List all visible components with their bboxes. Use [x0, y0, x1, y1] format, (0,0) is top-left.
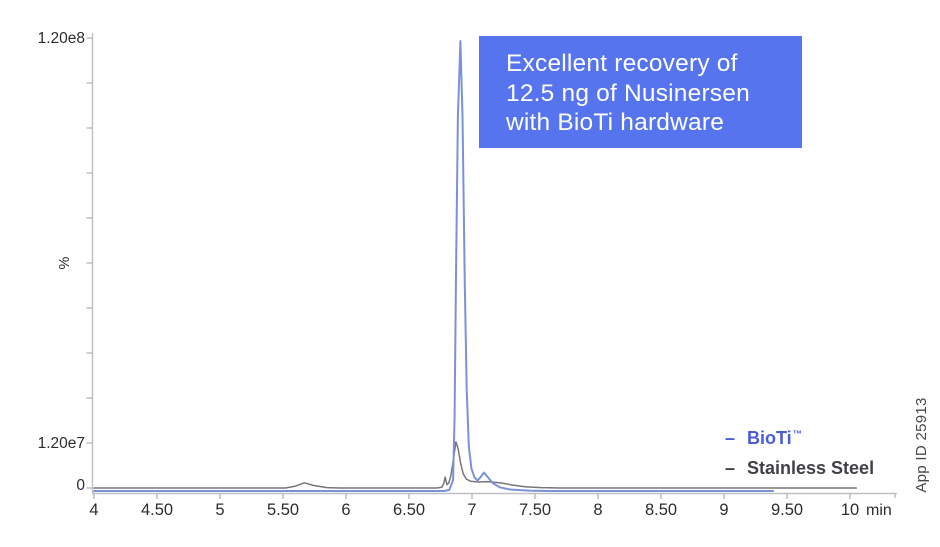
- y-axis-title: %: [57, 256, 73, 269]
- x-tick-label: 8.50: [645, 501, 677, 519]
- x-axis-unit-label: min: [866, 502, 892, 519]
- annotation-line-3: with BioTi hardware: [506, 109, 725, 136]
- trademark-symbol: ™: [792, 429, 803, 440]
- x-tick-label: 9: [719, 501, 728, 519]
- x-tick-label: 4: [89, 501, 98, 519]
- x-tick-label: 6.50: [393, 501, 425, 519]
- legend-line-swatch-stainless-steel: –: [725, 458, 736, 478]
- legend-item-stainless-steel: – Stainless Steel: [725, 455, 874, 481]
- x-tick-label: 7: [467, 501, 476, 519]
- legend-label-stainless-steel: Stainless Steel: [747, 458, 875, 478]
- annotation-line-2: 12.5 ng of Nusinersen: [506, 79, 750, 107]
- y-tick-label: 1.20e8: [38, 30, 85, 47]
- x-tick-label: 6: [341, 501, 350, 519]
- y-tick-label: 0: [76, 477, 85, 494]
- legend-item-bioti: – BioTi ™: [725, 425, 874, 455]
- app-id-watermark: App ID 25913: [913, 397, 930, 493]
- legend-label-bioti: BioTi: [747, 428, 792, 448]
- legend-line-swatch-bioti: –: [725, 428, 736, 448]
- bioti-trace: [93, 40, 775, 492]
- x-tick-label: 4.50: [141, 501, 173, 519]
- x-tick-label: 8: [593, 501, 602, 519]
- x-tick-label: 9.50: [771, 501, 803, 519]
- annotation-line-1: Excellent recovery of: [506, 50, 738, 77]
- x-tick-label: 5: [215, 501, 224, 519]
- annotation-callout: Excellent recovery of 12.5 ng of Nusiner…: [479, 36, 802, 148]
- x-tick-label: 5.50: [267, 501, 299, 519]
- y-tick-label: 1.20e7: [38, 435, 85, 452]
- x-tick-label: 7.50: [519, 501, 551, 519]
- x-tick-label: 10: [841, 501, 859, 519]
- chart-legend: – BioTi ™ – Stainless Steel: [725, 425, 874, 481]
